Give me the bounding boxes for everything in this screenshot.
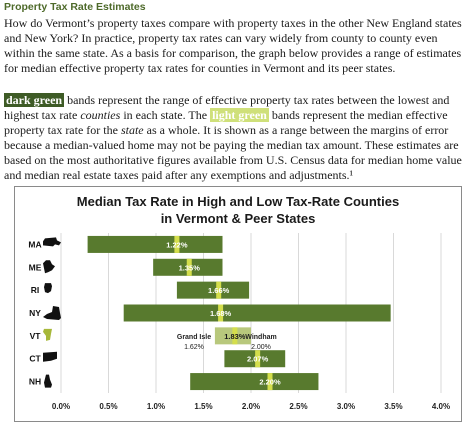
state-label: ME (29, 262, 42, 272)
low-county-label: Grand Isle (177, 334, 211, 341)
state-label: RI (31, 285, 40, 295)
state-shape-path (43, 306, 61, 320)
median-band (255, 350, 261, 368)
state-shape-icon (43, 237, 61, 247)
chart-svg: Median Tax Rate in High and Low Tax-Rate… (28, 194, 450, 411)
median-band (218, 304, 224, 322)
median-band (186, 258, 192, 276)
state-shape-icon (43, 351, 57, 362)
counties-word: counties (80, 108, 121, 122)
state-label: CT (29, 354, 41, 364)
bars-layer (87, 235, 391, 391)
vt-annotations: Grand Isle 1.62% Windham 2.00% (177, 334, 277, 351)
state-shape-path (43, 260, 55, 274)
range-bar (123, 304, 391, 322)
x-tick-label: 1.5% (194, 402, 212, 411)
range-bar (224, 350, 286, 368)
tax-rate-chart: Median Tax Rate in High and Low Tax-Rate… (14, 186, 462, 422)
paragraph-text-2: in each state. The (120, 108, 211, 122)
state-shape-path (44, 374, 52, 388)
median-label: 1.68% (210, 309, 232, 318)
x-tick-label: 2.5% (289, 402, 307, 411)
chart-subtitle: in Vermont & Peer States (161, 211, 316, 226)
state-shape-path (43, 351, 57, 362)
x-tick-label: 4.0% (432, 402, 450, 411)
light-green-term: light green (210, 108, 269, 122)
legend-paragraph: dark green bands represent the range of … (4, 93, 470, 183)
high-value-label: 2.00% (251, 344, 271, 351)
range-bar (190, 373, 319, 391)
median-label: 1.66% (208, 286, 230, 295)
x-tick-label: 3.5% (384, 402, 402, 411)
state-label: NY (29, 308, 41, 318)
state-shape-icon (44, 374, 52, 388)
median-band (267, 373, 273, 391)
x-tick-label: 0.0% (52, 402, 70, 411)
median-band (216, 281, 222, 299)
range-bar (87, 235, 223, 253)
high-county-label: Windham (245, 334, 276, 341)
median-label: 2.07% (247, 355, 269, 364)
paragraph-text-4: as a whole. It is shown as a range betwe… (4, 123, 462, 182)
state-label: MA (28, 239, 41, 249)
paragraph-text-3: bands represent the median effective pro… (4, 108, 448, 137)
state-shapes (43, 237, 61, 388)
dark-green-term: dark green (4, 93, 65, 107)
state-label: NH (29, 377, 41, 387)
low-value-label: 1.62% (184, 344, 204, 351)
median-label: 1.83% (224, 332, 246, 341)
state-shape-icon (44, 283, 52, 294)
chart-title: Median Tax Rate in High and Low Tax-Rate… (77, 194, 399, 209)
x-tick-label: 3.0% (337, 402, 355, 411)
state-shape-icon (43, 306, 61, 320)
state-word: state (120, 123, 144, 137)
state-shape-icon (43, 328, 52, 341)
paragraph-text-1: bands represent the range of effective p… (4, 93, 450, 122)
intro-paragraph: How do Vermont’s property taxes compare … (4, 16, 462, 75)
median-band (174, 235, 180, 253)
median-label: 2.20% (259, 378, 281, 387)
state-shape-icon (43, 260, 55, 274)
range-bar (176, 281, 250, 299)
median-label: 1.35% (179, 263, 201, 272)
labels-layer: 0.0% 0.5% 1.0% 1.5% 2.0% 2.5% 3.0% 3.5% 4.0% 1.22… (28, 239, 450, 411)
section-title: Property Tax Rate Estimates (4, 1, 146, 13)
x-tick-label: 2.0% (242, 402, 260, 411)
state-shape-path (43, 328, 52, 341)
x-tick-label: 1.0% (147, 402, 165, 411)
state-shape-path (43, 237, 61, 247)
median-label: 1.22% (166, 240, 188, 249)
state-shape-path (44, 283, 52, 294)
state-label: VT (30, 331, 42, 341)
x-tick-label: 0.5% (99, 402, 117, 411)
median-band (232, 327, 238, 345)
